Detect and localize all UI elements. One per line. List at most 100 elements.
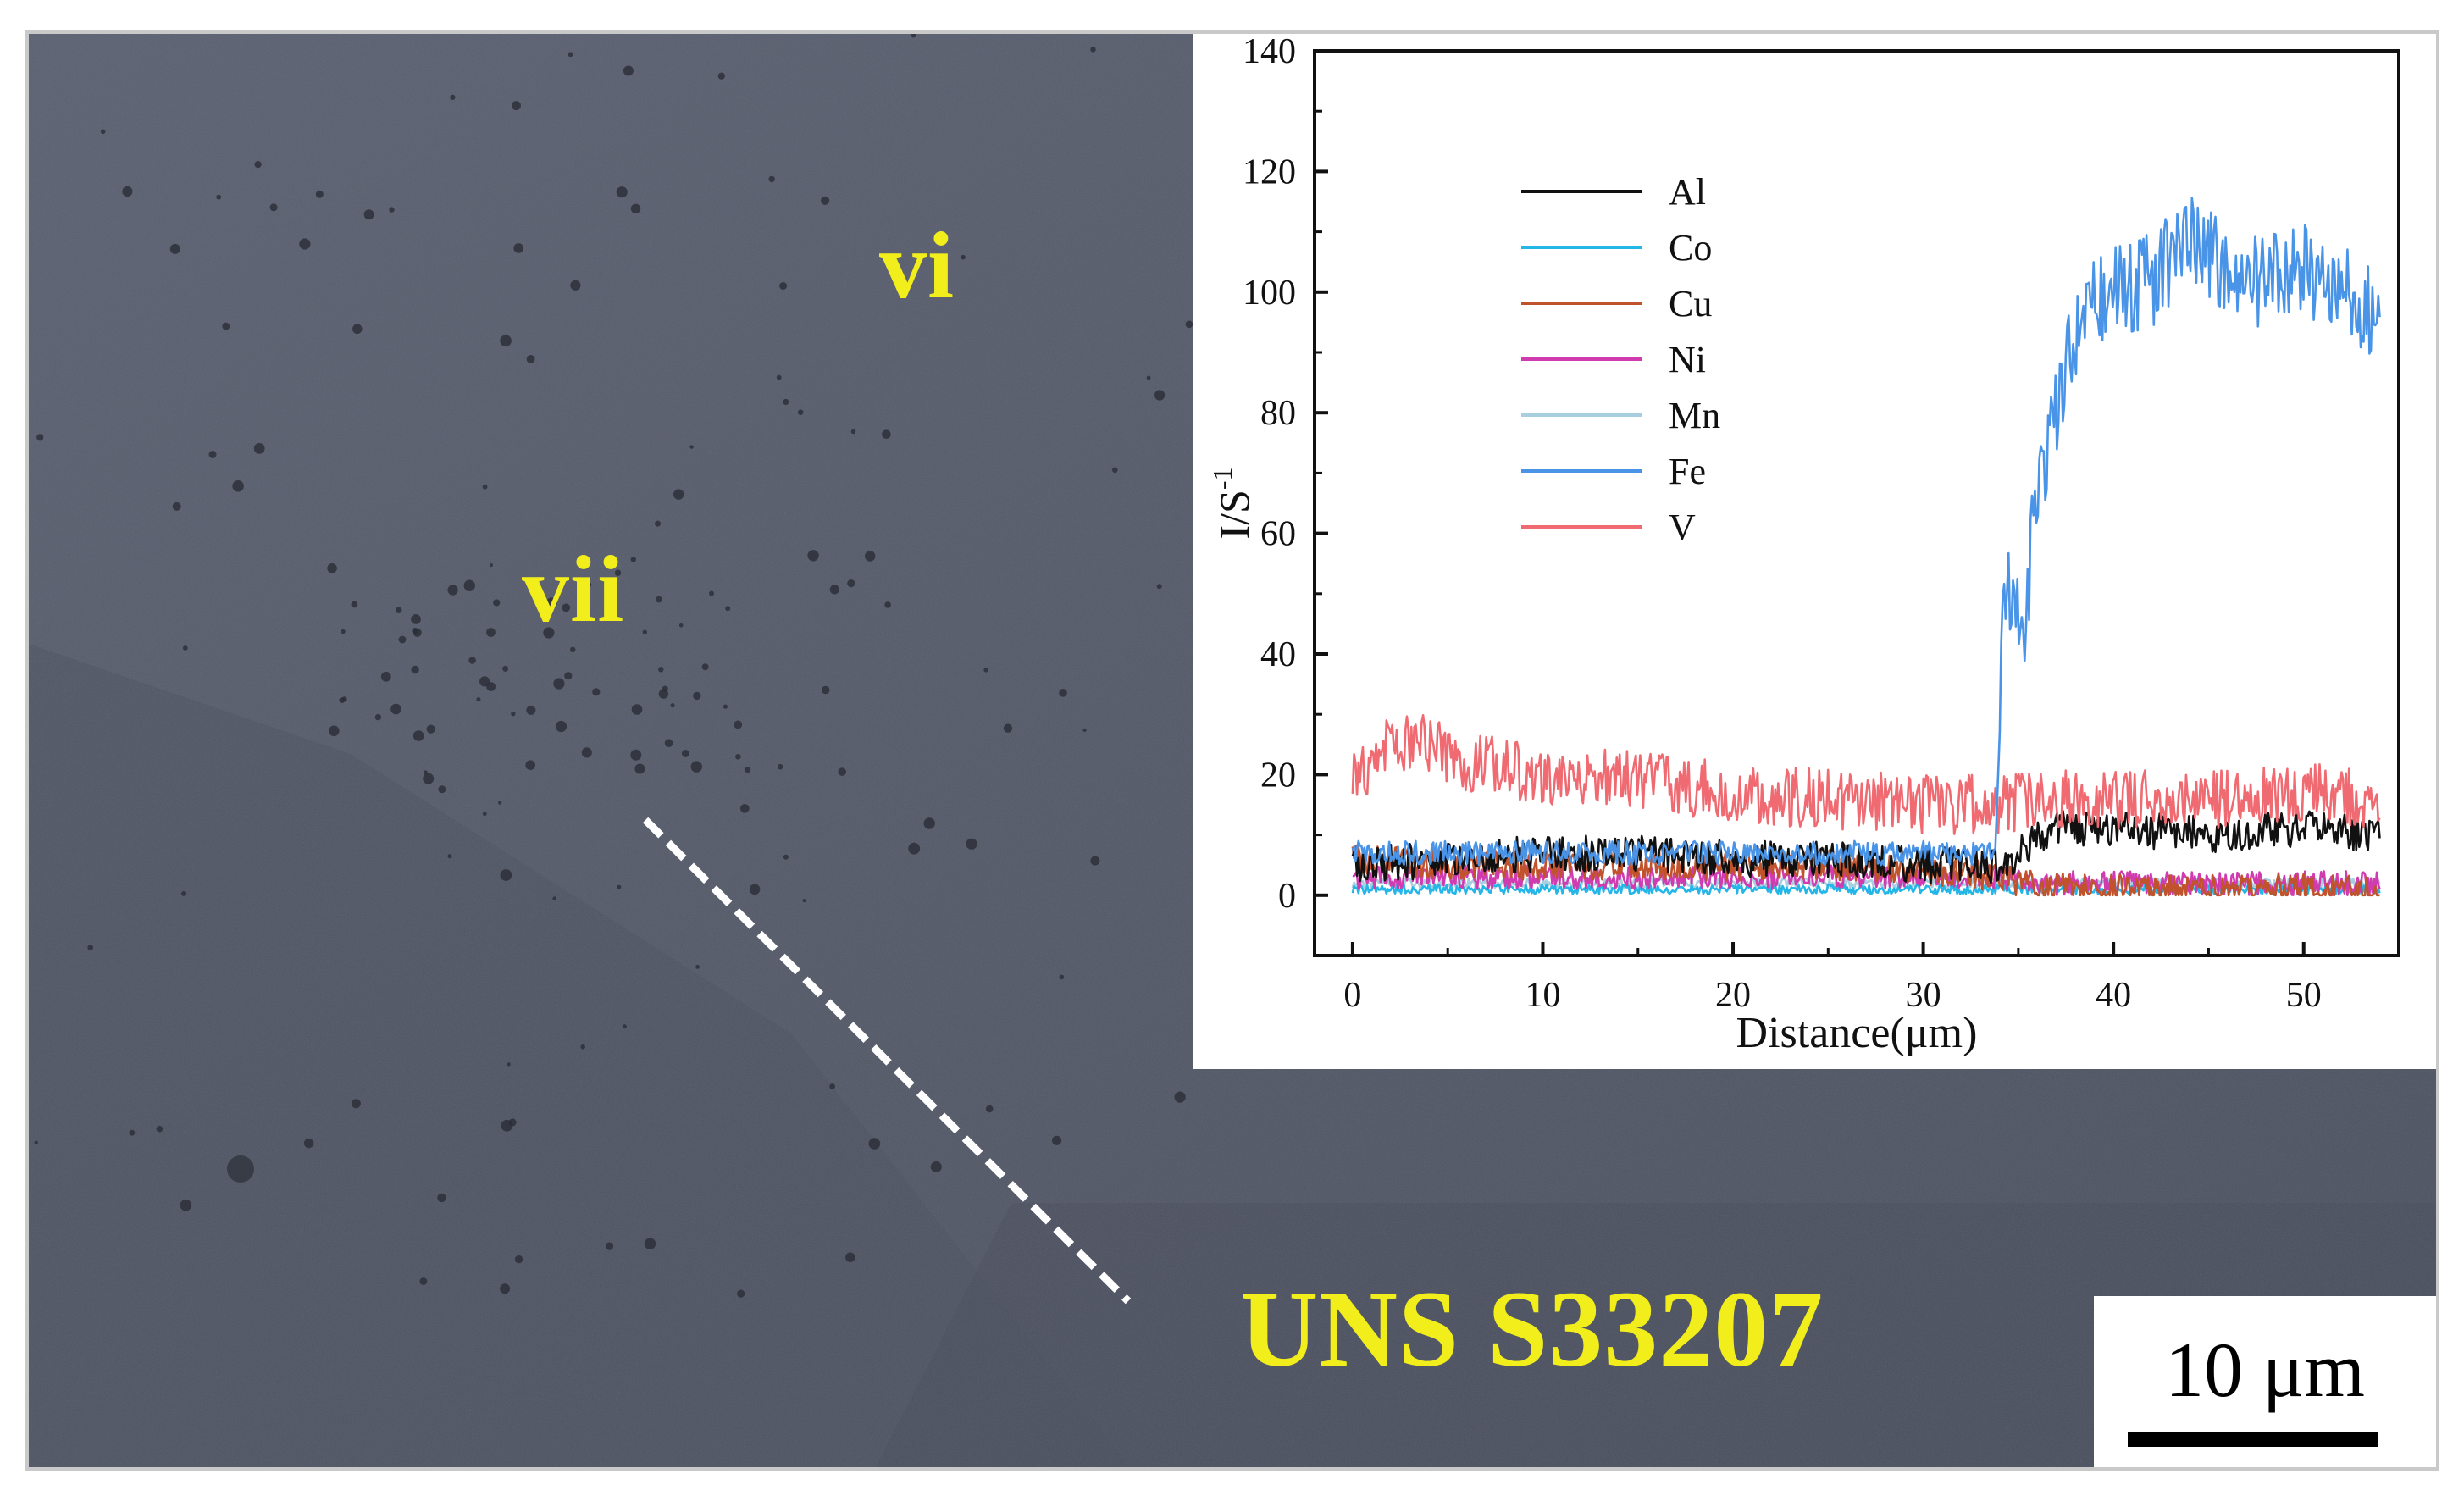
particle-dot	[216, 194, 222, 200]
particle-dot	[1112, 467, 1118, 474]
figure-frame: vi vii UNS S33207 10 μm 0 10 20 30 40 50 0 20 40…	[25, 30, 2439, 1471]
particle-dot	[634, 763, 645, 774]
particle-dot	[419, 1277, 428, 1285]
particle-dot	[777, 763, 783, 770]
region-label-vi: vi	[879, 213, 955, 319]
y-axis-label-sup: -1	[1207, 467, 1238, 490]
particle-dot	[1003, 723, 1013, 733]
particle-dot	[564, 672, 573, 680]
particle-dot	[303, 1138, 314, 1149]
particle-dot	[363, 209, 374, 220]
particle-dot	[500, 869, 512, 881]
particle-dot	[327, 563, 337, 573]
particle-dot	[315, 190, 324, 198]
particle-dot	[555, 720, 568, 733]
particle-dot	[587, 582, 592, 587]
alloy-label: UNS S33207	[1240, 1269, 1824, 1389]
particle-dot	[553, 678, 565, 690]
particle-dot	[701, 663, 709, 671]
particle-dot	[411, 614, 421, 624]
particle-dot	[411, 665, 419, 674]
particle-dot	[169, 243, 180, 254]
particle-dot	[865, 551, 876, 562]
x-tick-label: 0	[1343, 976, 1361, 1015]
particle-dot	[655, 520, 661, 527]
particle-dot	[232, 480, 244, 492]
particle-dot	[543, 627, 555, 639]
particle-dot	[438, 785, 446, 794]
particle-dot	[486, 682, 496, 691]
particle-dot	[802, 899, 806, 903]
particle-dot	[526, 355, 535, 363]
particle-dot	[423, 773, 435, 784]
particle-dot	[269, 203, 278, 212]
particle-dot	[580, 1044, 585, 1050]
particle-dot	[570, 280, 581, 291]
particle-dot	[208, 451, 217, 458]
particle-dot	[768, 175, 775, 183]
particle-dot	[222, 322, 230, 330]
particle-dot	[908, 842, 921, 855]
particle-dot	[437, 1193, 446, 1203]
series-lines	[1351, 197, 2381, 897]
particle-dot	[884, 601, 891, 608]
particle-dot	[468, 657, 476, 664]
particle-dot	[486, 628, 496, 637]
particle-dot	[562, 603, 571, 612]
particle-dot	[614, 569, 622, 576]
particle-dot	[513, 243, 524, 253]
x-tick-label: 50	[2286, 976, 2322, 1015]
particle-dot	[725, 606, 731, 612]
particle-dot	[476, 697, 481, 702]
y-tick-label: 20	[1260, 756, 1296, 795]
particle-dot	[398, 635, 407, 644]
particle-dot	[1156, 584, 1162, 590]
particle-dot	[681, 750, 689, 757]
legend-label-mn: Mn	[1669, 395, 1720, 436]
series-line-co	[1351, 883, 2381, 895]
particle-dot	[709, 590, 714, 596]
particle-dot	[389, 207, 395, 213]
particle-dot	[426, 724, 435, 734]
particle-dot	[380, 671, 391, 682]
particle-dot	[546, 597, 557, 608]
y-tick-label: 60	[1260, 515, 1296, 554]
particle-dot	[985, 1105, 994, 1113]
legend-label-fe: Fe	[1669, 451, 1706, 492]
particle-dot	[122, 186, 133, 197]
particle-dot	[734, 720, 743, 729]
particle-dot	[783, 854, 789, 860]
particle-dot	[581, 747, 592, 758]
particle-dot	[100, 129, 106, 135]
particle-dot	[678, 623, 684, 628]
particle-dot	[695, 965, 700, 969]
particle-dot	[1090, 856, 1100, 866]
particle-dot	[745, 767, 751, 773]
particle-dot	[845, 1252, 855, 1262]
particle-dot	[642, 629, 647, 634]
particle-dot	[341, 696, 347, 702]
particle-dot	[374, 713, 382, 721]
particle-dot	[930, 1161, 942, 1172]
y-axis-label-main: I/S	[1210, 490, 1258, 539]
particle-dot	[779, 282, 788, 290]
particle-dot	[797, 409, 804, 416]
particle-dot	[821, 196, 830, 205]
particle-dot	[689, 445, 694, 449]
particle-dot	[1052, 1135, 1062, 1145]
legend-label-cu: Cu	[1669, 283, 1712, 324]
legend-label-co: Co	[1669, 227, 1712, 269]
particle-dot	[570, 646, 576, 652]
particle-dot	[552, 896, 556, 900]
particle-dot	[690, 761, 702, 773]
particle-dot	[413, 628, 422, 637]
particle-dot	[390, 703, 401, 715]
particle-dot	[500, 335, 512, 347]
particle-dot	[605, 1242, 614, 1250]
scale-bar-box: 10 μm	[2094, 1296, 2436, 1467]
particle-dot	[500, 1283, 511, 1294]
particle-dot	[1185, 320, 1193, 329]
particle-dot	[630, 203, 641, 213]
series-line-v	[1351, 713, 2381, 835]
particle-dot	[821, 685, 830, 695]
